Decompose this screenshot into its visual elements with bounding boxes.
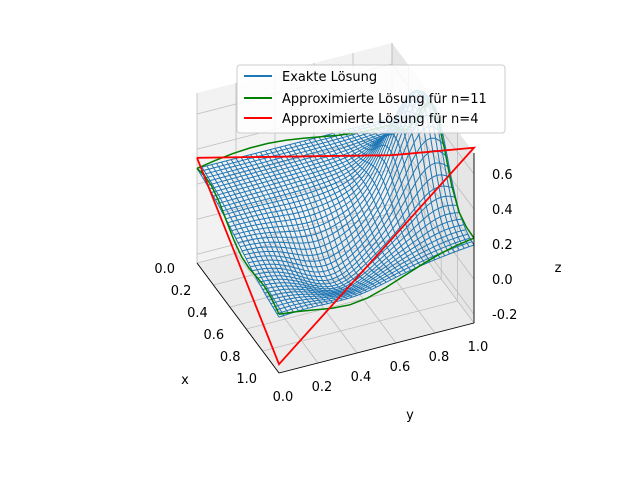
x-tick-label: 0.2 <box>171 284 192 299</box>
exact-wire <box>342 130 426 265</box>
exact-wire <box>220 161 304 310</box>
tick-labels: 0.0 0.2 0.4 0.6 0.8 1.0 0.0 0.2 0.4 0.6 0.8 1.0 -0.2… <box>154 168 517 405</box>
x-tick-label: 0.8 <box>220 350 241 365</box>
legend: Exakte Lösung Approximierte Lösung für n… <box>236 64 506 134</box>
exact-wire <box>206 165 290 315</box>
exact-wire <box>274 148 358 296</box>
exact-wire <box>284 145 368 293</box>
y-axis-label: y <box>406 408 414 423</box>
x-tick-label: 0.6 <box>204 328 225 343</box>
x-tick-label: 1.0 <box>236 372 257 387</box>
exact-wire <box>318 136 402 276</box>
exact-wire <box>240 156 324 306</box>
exact-wire <box>294 143 377 288</box>
exact-wire <box>333 133 416 269</box>
exact-wire <box>235 158 319 307</box>
legend-label-n4: Approximierte Lösung für n=4 <box>282 112 478 127</box>
exact-wire <box>313 138 397 278</box>
x-axis-label: x <box>181 373 189 388</box>
exact-wire <box>347 129 431 262</box>
z-tick-label: 0.6 <box>492 168 513 183</box>
exact-wire <box>303 140 387 283</box>
exact-wire <box>308 139 392 281</box>
x-tick-label: 0.0 <box>154 262 175 277</box>
surface-wireframes <box>196 89 477 366</box>
exact-wire <box>230 159 314 308</box>
y-tick-label: 0.6 <box>390 360 411 375</box>
y-tick-label: 1.0 <box>468 340 489 355</box>
y-tick-label: 0.0 <box>273 390 294 405</box>
legend-frame <box>236 64 506 134</box>
z-tick-label: -0.2 <box>492 308 517 323</box>
exact-wire <box>225 160 309 309</box>
n4-wire <box>196 146 477 366</box>
exact-wire <box>201 166 285 316</box>
exact-wire <box>250 154 333 303</box>
exact-wire <box>269 149 353 298</box>
exact-wire <box>211 164 295 313</box>
exact-wire <box>337 131 421 267</box>
z-tick-label: 0.0 <box>492 273 513 288</box>
y-tick-label: 0.2 <box>312 380 333 395</box>
y-tick-label: 0.8 <box>429 350 450 365</box>
exact-wire <box>298 141 382 286</box>
exact-wire <box>328 134 412 271</box>
exact-wire <box>245 155 329 304</box>
y-grid-line <box>235 83 319 364</box>
exact-wire <box>352 127 436 260</box>
x-tick-label: 0.4 <box>187 306 208 321</box>
exact-wire <box>259 151 343 301</box>
legend-label-n11: Approximierte Lösung für n=11 <box>282 92 487 107</box>
axis-lines <box>196 153 475 374</box>
z-axis-label: z <box>555 261 562 276</box>
n11-wire <box>196 167 280 315</box>
x-axis-line <box>196 262 280 374</box>
exact-wire <box>255 153 338 302</box>
legend-label-exact: Exakte Lösung <box>282 70 377 85</box>
exact-wire <box>216 163 299 312</box>
y-tick-label: 0.4 <box>351 370 372 385</box>
y-axis-line <box>278 322 475 374</box>
z-tick-label: 0.2 <box>492 238 513 253</box>
z-tick-label: 0.4 <box>492 203 513 218</box>
exact-wire <box>264 150 348 300</box>
n11-wire <box>278 237 475 315</box>
exact-wire <box>289 144 372 290</box>
